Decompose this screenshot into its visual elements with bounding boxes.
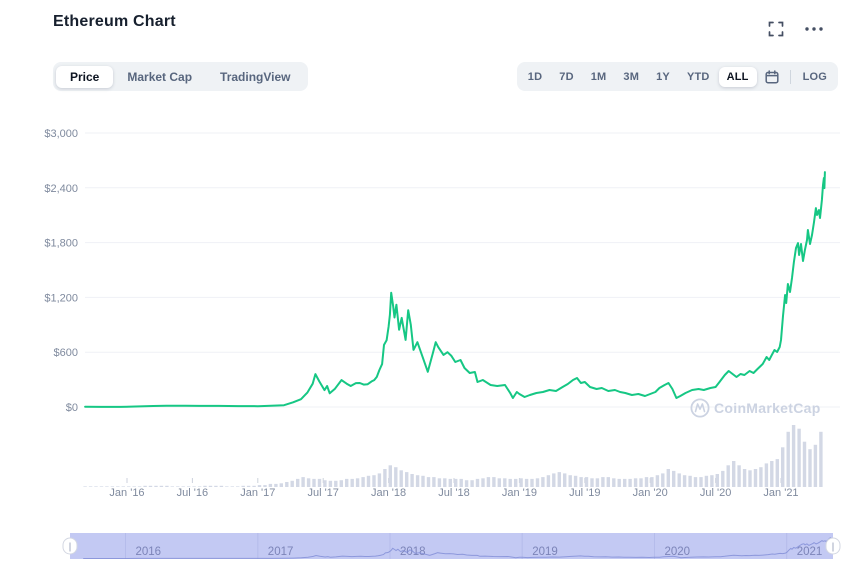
header-actions [768,21,824,37]
page-title: Ethereum Chart [53,13,176,30]
tab-market-cap[interactable]: Market Cap [127,69,193,84]
svg-text:Jan '18: Jan '18 [371,487,406,499]
navigator-handle-right[interactable] [825,537,841,555]
svg-text:Jul '18: Jul '18 [438,487,469,499]
grid-lines [85,132,840,408]
chart-type-tabs: Price Market Cap TradingView [53,62,308,91]
coinmarketcap-watermark: CoinMarketCap [690,398,821,418]
svg-text:$3,000: $3,000 [44,128,78,140]
svg-text:2021: 2021 [797,546,823,558]
svg-text:Jan '19: Jan '19 [502,487,537,499]
tab-price[interactable]: Price [56,65,114,88]
calendar-icon[interactable] [758,67,786,87]
price-line [84,171,826,408]
svg-text:$1,200: $1,200 [44,292,78,304]
svg-text:$1,800: $1,800 [44,238,78,250]
svg-text:Jul '16: Jul '16 [177,487,208,499]
svg-text:Jan '21: Jan '21 [763,487,798,499]
log-scale-toggle[interactable]: LOG [802,70,827,83]
svg-text:$0: $0 [66,402,78,414]
range-1d[interactable]: 1D [527,70,543,83]
navigator-handle-left[interactable] [62,537,78,555]
svg-text:2019: 2019 [532,546,558,558]
svg-text:Jan '16: Jan '16 [109,487,144,499]
coinmarketcap-logo-icon [690,398,710,418]
fullscreen-icon[interactable] [768,21,784,37]
range-7d[interactable]: 7D [559,70,574,83]
svg-text:Jul '17: Jul '17 [307,487,338,499]
svg-text:Jan '20: Jan '20 [633,487,668,499]
date-range-tabs: 1D 7D 1M 3M 1Y YTD ALL LOG [516,62,838,91]
range-1m[interactable]: 1M [590,70,607,83]
chart-plot-area[interactable] [85,115,838,487]
svg-text:2016: 2016 [136,546,162,558]
svg-text:2017: 2017 [268,546,294,558]
more-options-icon[interactable] [804,26,824,32]
y-axis-labels: $0 $600 $1,200 $1,800 $2,400 $3,000 [44,128,78,414]
range-3m[interactable]: 3M [623,70,640,83]
svg-text:$2,400: $2,400 [44,183,78,195]
range-all[interactable]: ALL [718,66,757,87]
svg-text:CoinMarketCap: CoinMarketCap [714,400,821,416]
svg-text:Jul '19: Jul '19 [569,487,600,499]
svg-text:Jan '17: Jan '17 [240,487,275,499]
x-axis-labels: Jan '16 Jul '16 Jan '17 Jul '17 Jan '18 Jul '… [109,478,799,499]
svg-text:$600: $600 [54,347,78,359]
svg-text:Jul '20: Jul '20 [700,487,731,499]
tab-tradingview[interactable]: TradingView [220,69,291,84]
navigator-selected-band[interactable] [70,533,833,559]
volume-bars [83,425,823,487]
divider [789,69,791,84]
navigator[interactable]: 2016 2017 2018 2019 2020 2021 [62,533,841,559]
svg-text:2020: 2020 [665,546,691,558]
range-1y[interactable]: 1Y [656,70,670,83]
range-ytd[interactable]: YTD [686,70,710,83]
